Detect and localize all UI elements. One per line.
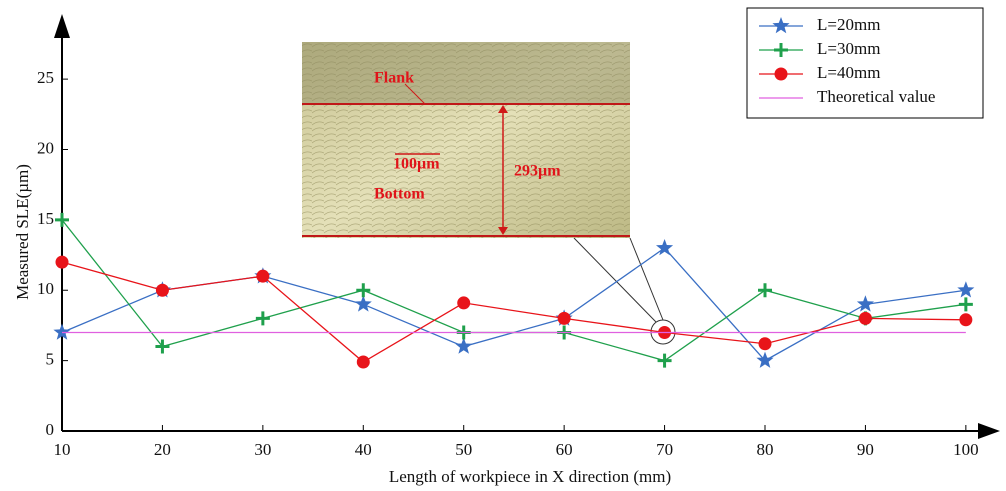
x-tick-label: 10: [54, 440, 71, 459]
x-tick-label: 40: [355, 440, 372, 459]
marker: [758, 337, 772, 351]
series-line: [61, 247, 966, 362]
marker: [959, 313, 973, 327]
marker: [354, 295, 372, 312]
y-tick-label: 0: [46, 420, 55, 439]
x-tick-label: 70: [656, 440, 673, 459]
marker: [656, 239, 674, 256]
y-axis-label: Measured SLE(µm): [13, 164, 32, 300]
marker: [957, 281, 975, 298]
inset-image: Flank 100µm Bottom 293µm: [302, 42, 630, 238]
legend-marker: [774, 43, 788, 57]
y-tick-label: 15: [37, 209, 54, 228]
marker: [457, 296, 471, 310]
marker: [657, 353, 672, 368]
inset-label: Flank: [374, 70, 414, 87]
legend-label: L=30mm: [817, 39, 880, 58]
marker: [256, 269, 270, 283]
y-axis-arrow: [54, 14, 70, 38]
marker: [958, 297, 973, 312]
legend-label: L=20mm: [817, 15, 880, 34]
x-axis-arrow: [978, 423, 1000, 439]
y-tick-label: 20: [37, 138, 54, 157]
x-tick-label: 100: [953, 440, 979, 459]
marker: [756, 351, 774, 368]
x-tick-label: 50: [455, 440, 472, 459]
y-tick-label: 25: [37, 68, 54, 87]
y-tick-label: 5: [46, 350, 55, 369]
series-line: [61, 261, 966, 363]
marker: [858, 311, 872, 325]
y-tick-label: 10: [37, 279, 54, 298]
marker: [455, 337, 473, 354]
x-tick-label: 60: [556, 440, 573, 459]
inset-label: 293µm: [514, 163, 561, 180]
marker: [55, 255, 69, 269]
marker: [155, 339, 170, 354]
legend-label: Theoretical value: [817, 87, 935, 106]
marker: [55, 212, 69, 227]
inset-label: 100µm: [393, 156, 440, 173]
legend-label: L=40mm: [817, 63, 880, 82]
x-tick-label: 90: [857, 440, 874, 459]
legend-marker: [774, 67, 788, 81]
legend-marker: [772, 17, 790, 34]
marker: [356, 355, 370, 369]
x-tick-label: 30: [254, 440, 271, 459]
marker: [155, 283, 169, 297]
x-tick-label: 20: [154, 440, 171, 459]
inset-label: Bottom: [374, 186, 425, 203]
marker: [757, 283, 772, 298]
marker: [255, 311, 270, 326]
marker: [53, 323, 71, 340]
marker: [356, 283, 371, 298]
legend: L=20mm L=30mm L=40mm Theoretical value: [746, 7, 984, 119]
x-tick-label: 80: [756, 440, 773, 459]
series-line: [61, 219, 966, 362]
marker: [557, 311, 571, 325]
x-axis-label: Length of workpiece in X direction (mm): [389, 467, 671, 486]
marker: [856, 295, 874, 312]
